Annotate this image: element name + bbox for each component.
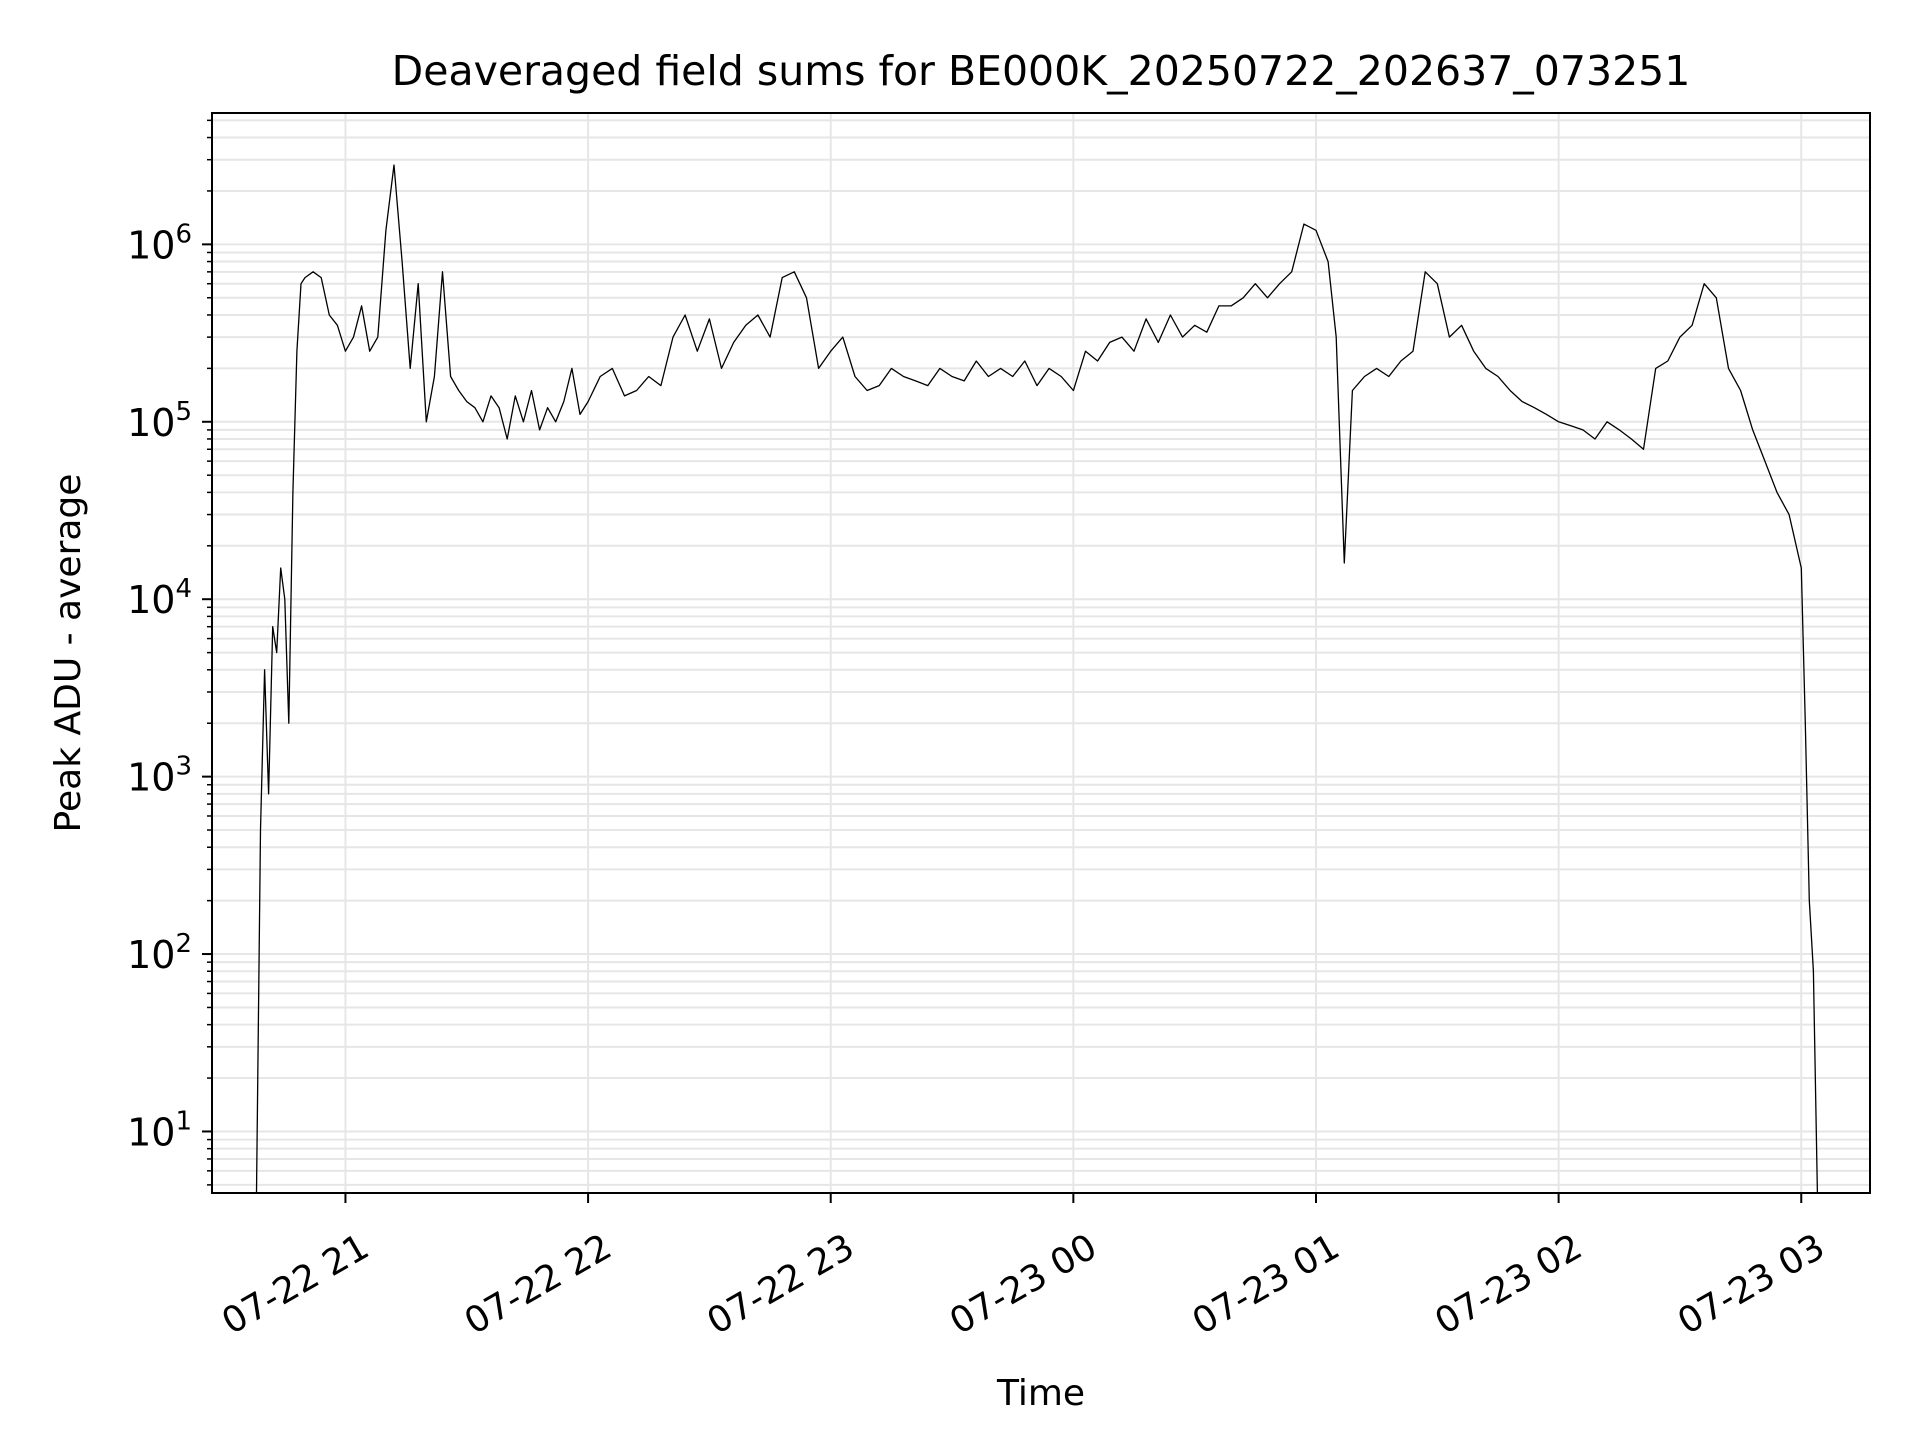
chart-title: Deaveraged field sums for BE000K_2025072… (392, 47, 1691, 95)
x-ticks: 07-22 21 07-22 22 07-22 23 07-23 00 07-23 01… (215, 1193, 1832, 1343)
y-tick-label: 105 (127, 397, 192, 445)
y-axis-label: Peak ADU - average (48, 474, 89, 833)
x-axis-label: Time (996, 1373, 1085, 1414)
grid (212, 113, 1870, 1193)
x-tick-label: 07-23 01 (1186, 1226, 1347, 1342)
y-tick-label: 102 (127, 929, 192, 977)
series-line (255, 164, 1819, 1194)
x-tick-label: 07-23 03 (1671, 1226, 1832, 1342)
x-tick-label: 07-22 21 (215, 1226, 376, 1342)
y-tick-label: 103 (127, 752, 192, 800)
x-tick-label: 07-23 00 (943, 1226, 1104, 1342)
y-tick-label: 106 (127, 219, 192, 267)
x-tick-label: 07-22 22 (458, 1226, 619, 1342)
y-tick-label: 104 (127, 574, 192, 622)
y-tick-label: 101 (127, 1106, 192, 1154)
x-tick-label: 07-22 23 (701, 1226, 862, 1342)
y-ticks: 101 102 103 104 105 106 (127, 119, 212, 1186)
x-tick-label: 07-23 02 (1428, 1226, 1589, 1342)
plot-frame (211, 112, 1871, 1194)
